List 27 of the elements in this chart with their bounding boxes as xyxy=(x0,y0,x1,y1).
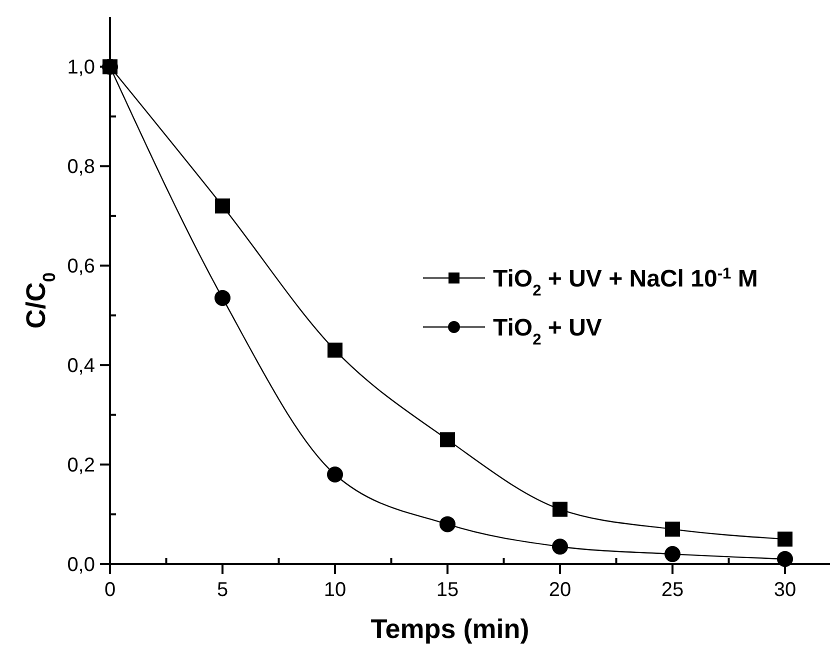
y-tick-label: 1,0 xyxy=(67,56,95,79)
point xyxy=(664,546,680,562)
x-tick-label: 20 xyxy=(548,579,572,601)
x-tick-label: 0 xyxy=(104,579,116,601)
point xyxy=(327,466,343,482)
point xyxy=(440,432,455,448)
x-axis-title: Temps (min) xyxy=(370,614,530,644)
x-tick-label: 15 xyxy=(436,579,459,601)
y-tick-label: 0,0 xyxy=(67,554,95,576)
point xyxy=(328,342,342,358)
point xyxy=(440,516,456,532)
point xyxy=(665,522,680,537)
x-tick-label: 30 xyxy=(774,579,796,601)
x-tick-label: 5 xyxy=(216,579,228,601)
point xyxy=(778,532,792,547)
point xyxy=(215,198,230,214)
y-tick-label: 0,8 xyxy=(67,156,95,178)
point xyxy=(552,538,568,555)
y-tick-label: 0,4 xyxy=(67,355,95,378)
legend-label: TiO$_{2}$ + UV + NaCl 10$^{-1}$ M xyxy=(493,264,758,299)
x-tick-label: 25 xyxy=(661,579,684,601)
point xyxy=(214,290,230,306)
y-tick-label: 0,2 xyxy=(67,454,95,477)
point xyxy=(552,502,568,517)
y-tick-label: 0,6 xyxy=(67,256,95,278)
x-tick-label: 10 xyxy=(324,579,346,601)
legend-label: TiO$_{2}$ + UV xyxy=(493,314,602,348)
